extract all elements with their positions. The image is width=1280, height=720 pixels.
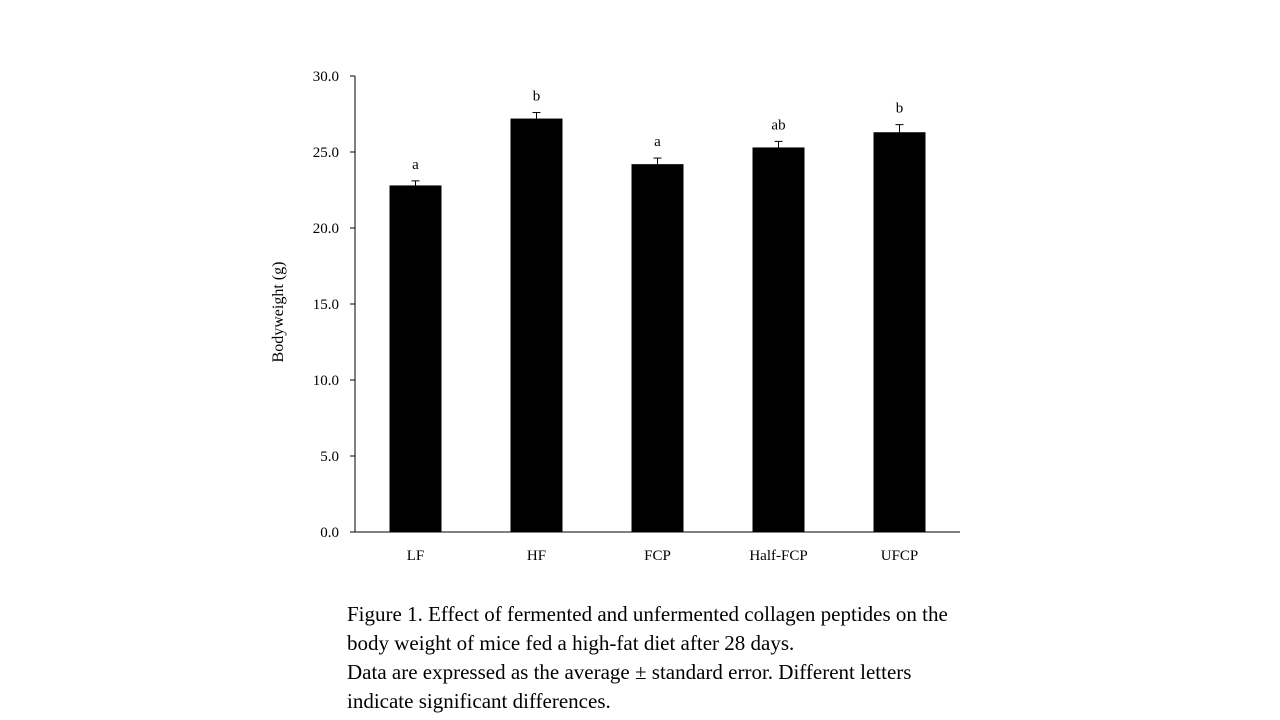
y-tick-label: 10.0 bbox=[313, 373, 339, 389]
bar bbox=[510, 118, 563, 532]
significance-label: a bbox=[412, 157, 419, 173]
bar bbox=[389, 185, 442, 532]
bars bbox=[389, 111, 926, 533]
bar bbox=[873, 132, 926, 533]
bar bbox=[631, 164, 684, 532]
caption-line-4: indicate significant differences. bbox=[347, 689, 611, 713]
y-tick-label: 5.0 bbox=[320, 449, 339, 465]
y-tick-label: 30.0 bbox=[313, 69, 339, 85]
significance-label: b bbox=[896, 101, 904, 117]
y-tick-label: 25.0 bbox=[313, 145, 339, 161]
caption-line-2: body weight of mice fed a high-fat diet … bbox=[347, 631, 795, 655]
y-tick-label: 0.0 bbox=[320, 525, 339, 541]
figure-caption: Figure 1. Effect of fermented and unferm… bbox=[347, 600, 1107, 716]
significance-label: a bbox=[654, 134, 661, 150]
y-axis: 0.0 5.0 10.0 15.0 20.0 25.0 30.0 bbox=[313, 69, 356, 541]
x-tick-label: LF bbox=[407, 548, 425, 564]
significance-label: b bbox=[533, 88, 541, 104]
x-tick-label: UFCP bbox=[881, 548, 919, 564]
y-tick-label: 15.0 bbox=[313, 297, 339, 313]
significance-label: ab bbox=[771, 117, 785, 133]
y-tick-label: 20.0 bbox=[313, 221, 339, 237]
x-tick-label: FCP bbox=[644, 548, 671, 564]
x-tick-label: Half-FCP bbox=[749, 548, 807, 564]
caption-line-1: Figure 1. Effect of fermented and unferm… bbox=[347, 602, 948, 626]
y-axis-title: Bodyweight (g) bbox=[270, 262, 287, 363]
bar-chart: 0.0 5.0 10.0 15.0 20.0 25.0 30.0 LF HF FCP Half-F… bbox=[270, 69, 960, 564]
bar bbox=[752, 147, 805, 532]
caption-line-3: Data are expressed as the average ± stan… bbox=[347, 660, 912, 684]
x-tick-label: HF bbox=[527, 548, 546, 564]
x-axis: LF HF FCP Half-FCP UFCP bbox=[355, 531, 960, 564]
